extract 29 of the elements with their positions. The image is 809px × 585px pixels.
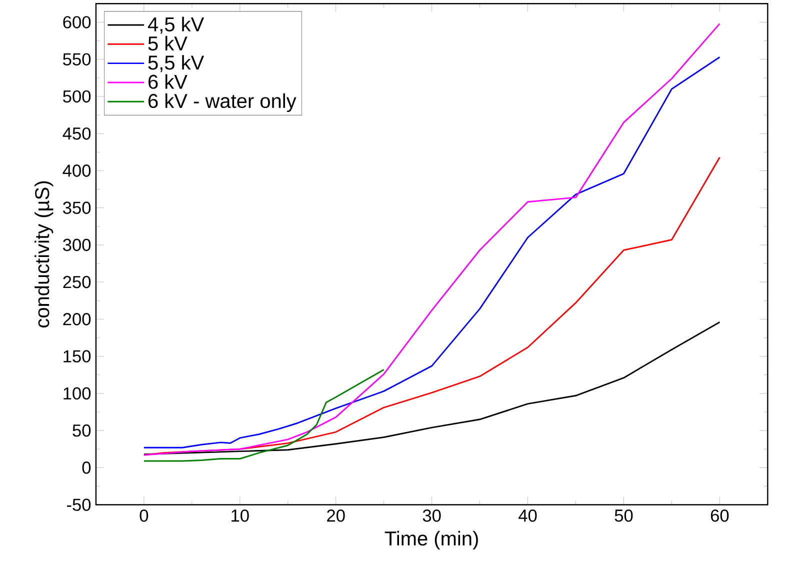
legend-label: 6 kV	[148, 74, 188, 90]
y-tick-label: -50	[66, 498, 91, 512]
x-tick-label: 20	[327, 510, 345, 522]
legend-label: 4,5 kV	[148, 16, 204, 34]
x-tick-label: 40	[518, 510, 537, 522]
x-tick-label: 30	[422, 510, 441, 522]
y-axis-title: conductivity (µS)	[34, 182, 54, 328]
x-tick-label: 10	[232, 510, 249, 522]
x-tick-label: 0	[140, 510, 148, 522]
legend-label: 5,5 kV	[148, 55, 204, 72]
y-tick-label: 300	[63, 238, 91, 252]
line-series	[143, 322, 720, 456]
y-tick-label: 200	[63, 313, 91, 326]
y-tick-label: 600	[63, 16, 91, 28]
y-tick-label: 450	[62, 128, 91, 140]
x-axis-title: Time (min)	[384, 531, 478, 550]
legend-label: 6 kV - water only	[148, 94, 296, 112]
y-tick-label: 0	[82, 462, 91, 474]
y-tick-label: 350	[63, 202, 91, 214]
y-tick-label: 250	[63, 276, 91, 288]
y-tick-label: 50	[72, 424, 91, 437]
x-tick-label: 50	[614, 510, 633, 522]
x-tick-label: 60	[710, 510, 729, 522]
y-tick-label: 400	[62, 164, 91, 177]
y-tick-label: 100	[64, 387, 91, 400]
y-tick-label: 150	[64, 350, 91, 363]
y-tick-label: 550	[63, 53, 91, 66]
y-tick-label: 500	[63, 90, 91, 103]
legend-label: 5 kV	[148, 36, 188, 51]
